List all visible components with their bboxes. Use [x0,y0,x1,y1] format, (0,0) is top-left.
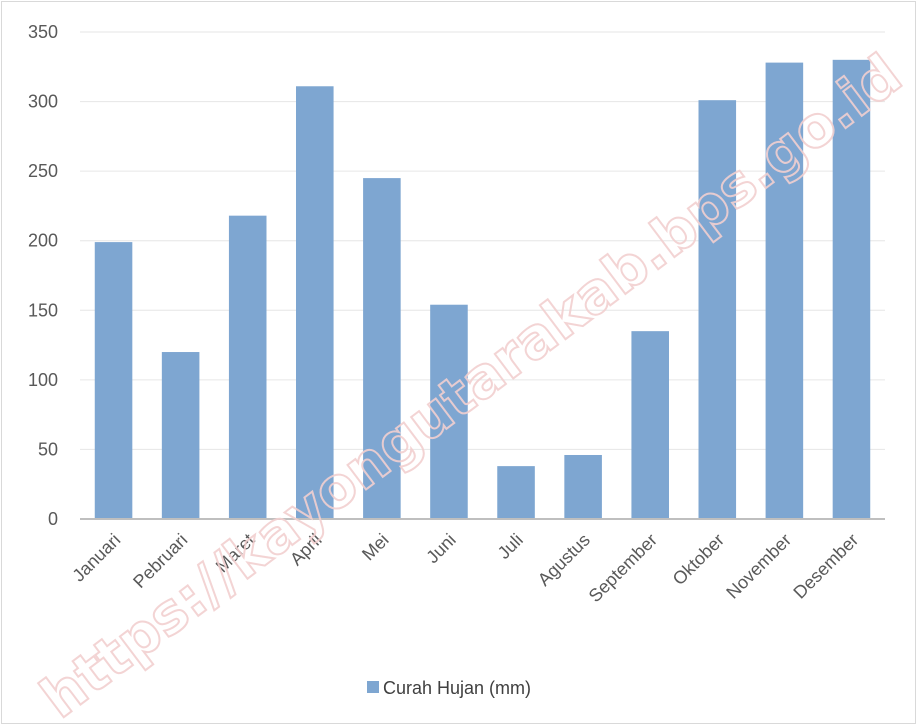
y-tick-label: 50 [38,439,58,459]
x-tick-label: Januari [68,530,124,586]
x-tick-label: Desember [789,530,862,603]
x-tick-label: September [585,530,661,606]
y-tick-label: 250 [28,161,58,181]
bar-mei [363,178,401,519]
y-tick-label: 0 [48,509,58,529]
bar-januari [94,242,133,519]
bar-desember [832,59,871,519]
x-tick-label: Juni [422,530,459,567]
bar-september [631,331,669,519]
bar-maret [228,215,267,519]
x-tick-label: Juli [494,530,527,563]
y-tick-label: 150 [28,300,58,320]
x-tick-label: Mei [358,530,393,565]
y-axis-ticks: 0 50 100 150 200 250 300 350 [28,22,58,529]
bar-oktober [698,100,737,520]
legend: Curah Hujan (mm) [367,678,531,698]
bar-april [296,86,334,519]
bars [94,59,871,520]
bar-agustus [564,454,602,519]
bar-juni [430,304,468,519]
y-tick-label: 100 [28,370,58,390]
bar-juli [497,466,535,519]
y-tick-label: 300 [28,92,58,112]
legend-label: Curah Hujan (mm) [383,678,531,698]
gridlines [80,31,885,450]
y-tick-label: 200 [28,231,58,251]
y-tick-label: 350 [28,22,58,42]
x-tick-label: November [722,530,795,603]
x-tick-label: Oktober [669,530,728,589]
legend-swatch [367,681,379,693]
bar-pebruari [161,352,200,519]
x-tick-label: Agustus [534,530,594,590]
bar-november [765,62,804,520]
